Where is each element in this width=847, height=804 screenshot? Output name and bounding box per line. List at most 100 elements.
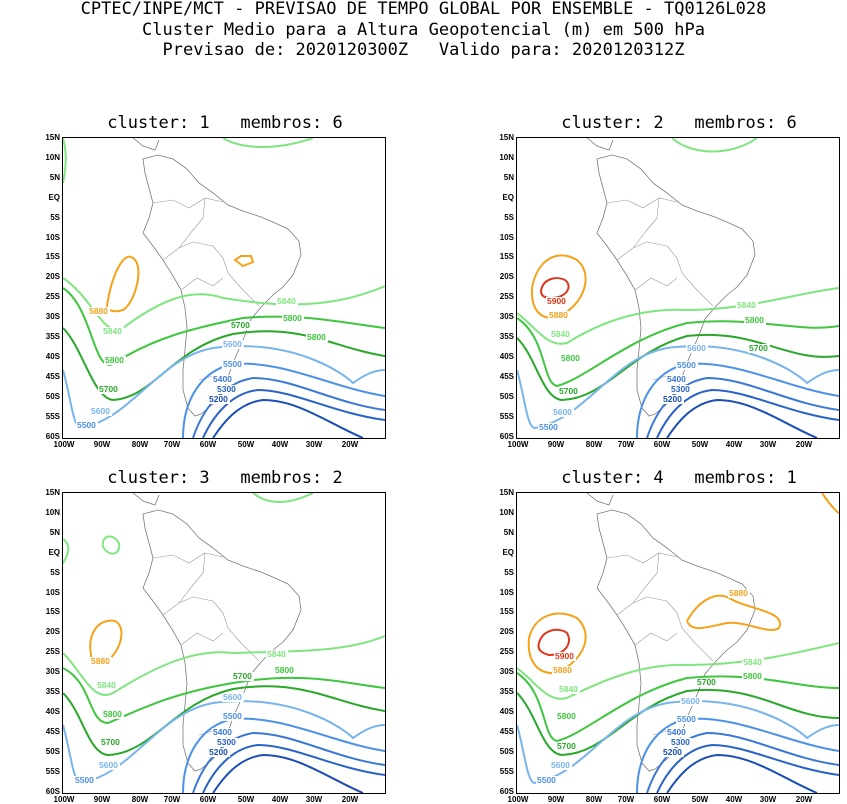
latitude-tick-label: 5S xyxy=(50,212,60,222)
latitude-tick-label: 60S xyxy=(45,786,60,796)
longitude-tick-label: 40W xyxy=(271,795,289,804)
latitude-tick-label: 50S xyxy=(45,391,60,401)
country-border xyxy=(694,642,714,662)
contour-label-bg xyxy=(742,658,764,667)
longitude-tick-label: 20W xyxy=(341,795,359,804)
contour-label: 5500 xyxy=(223,711,242,721)
contour-label-bg xyxy=(102,710,124,719)
latitude-tick-label: 60S xyxy=(45,431,60,441)
contour-label: 5600 xyxy=(551,760,570,770)
contour-label-bg xyxy=(680,697,702,706)
contour-label: 5700 xyxy=(99,384,118,394)
contour-label: 5500 xyxy=(539,422,558,432)
subtitle: Cluster Medio para a Altura Geopotencial… xyxy=(142,20,705,40)
latitude-tick-label: 50S xyxy=(45,746,60,756)
latitude-tick-label: 40S xyxy=(499,706,514,716)
latitude-tick-label: 20S xyxy=(45,272,60,282)
map-panel: 5900 5880 5840 5840 5800 5700 5800 5700 5600 5500… xyxy=(516,137,840,439)
contour-label: 5840 xyxy=(267,649,286,659)
contour-label: 5600 xyxy=(91,406,110,416)
contour-label-bg xyxy=(100,738,122,747)
contour-label-bg xyxy=(554,652,576,661)
longitude-tick-label: 90W xyxy=(93,795,111,804)
contour-label: 5800 xyxy=(743,671,762,681)
contour-label-bg xyxy=(552,666,574,675)
latitude-tick-label: 25S xyxy=(499,292,514,302)
contour-line-5840 xyxy=(222,138,314,148)
latitude-tick-label: 10N xyxy=(499,152,514,162)
latitude-tick-label: 5N xyxy=(49,172,60,182)
latitude-tick-label: 15S xyxy=(45,252,60,262)
panel-title: cluster: 2 membros: 6 xyxy=(561,113,797,133)
contour-label: 5840 xyxy=(743,657,762,667)
country-border xyxy=(152,197,224,209)
contour-label: 5700 xyxy=(233,671,252,681)
contour-label-bg xyxy=(538,423,560,432)
latitude-tick-label: 15S xyxy=(499,607,514,617)
contour-label: 5600 xyxy=(223,692,242,702)
contour-label-bg xyxy=(546,297,568,306)
contour-label-bg xyxy=(666,728,688,737)
continent-outline xyxy=(596,509,756,772)
contour-line-5200 xyxy=(212,753,364,793)
longitude-tick-label: 100W xyxy=(53,795,75,804)
latitude-tick-label: EQ xyxy=(48,547,60,557)
contour-label: 5400 xyxy=(213,727,232,737)
latitude-tick-label: 5S xyxy=(50,567,60,577)
contour-label: 5500 xyxy=(677,360,696,370)
latitude-tick-label: 40S xyxy=(499,351,514,361)
contour-label: 5700 xyxy=(559,386,578,396)
latitude-tick-label: 5N xyxy=(503,172,514,182)
contour-label-bg xyxy=(560,354,582,363)
contour-label-bg xyxy=(88,307,110,316)
country-border xyxy=(178,552,206,604)
contour-label: 5500 xyxy=(75,775,94,785)
contour-label: 5880 xyxy=(91,656,110,666)
contour-label-bg xyxy=(536,776,558,785)
country-border xyxy=(178,197,206,249)
contour-line-5840 xyxy=(671,138,758,153)
contour-line-5840 xyxy=(517,642,839,700)
longitude-tick-label: 90W xyxy=(93,440,111,449)
longitude-tick-label: 100W xyxy=(53,440,75,449)
contour-label-bg xyxy=(670,738,692,747)
contour-label: 5840 xyxy=(97,680,116,690)
contour-line-5400 xyxy=(646,731,839,793)
contour-line-5840 xyxy=(63,538,70,564)
longitude-tick-label: 80W xyxy=(131,795,149,804)
map-canvas: 5880 5840 5800 5840 5800 5700 5700 5600 5500 5400… xyxy=(63,493,385,793)
latitude-tick-label: 50S xyxy=(499,391,514,401)
contour-label-bg xyxy=(748,344,770,353)
contour-label: 5880 xyxy=(89,306,108,316)
contour-line-5840 xyxy=(63,138,67,184)
country-border xyxy=(606,552,678,564)
contour-label: 5600 xyxy=(223,339,242,349)
contour-label-bg xyxy=(216,738,238,747)
contour-label-bg xyxy=(666,375,688,384)
contour-label: 5600 xyxy=(687,343,706,353)
country-border xyxy=(616,241,678,261)
contour-label-bg xyxy=(276,297,298,306)
contour-label-bg xyxy=(266,650,288,659)
longitude-tick-label: 30W xyxy=(759,440,777,449)
country-border xyxy=(222,257,242,289)
longitude-tick-label: 30W xyxy=(759,795,777,804)
longitude-tick-label: 30W xyxy=(305,440,323,449)
contour-line-5800 xyxy=(63,287,385,366)
contour-label: 5700 xyxy=(557,741,576,751)
latitude-tick-label: 5S xyxy=(504,567,514,577)
longitude-tick-label: 60W xyxy=(653,795,671,804)
contour-label: 5800 xyxy=(561,353,580,363)
country-border xyxy=(676,612,696,644)
latitude-tick-label: 10S xyxy=(45,587,60,597)
country-border xyxy=(606,197,678,209)
contour-label: 5200 xyxy=(663,394,682,404)
contour-line-5300 xyxy=(656,388,839,438)
contour-label-bg xyxy=(558,685,580,694)
country-border xyxy=(222,612,242,644)
longitude-tick-label: 40W xyxy=(725,795,743,804)
contour-line-5840 xyxy=(517,287,839,345)
latitude-tick-label: 5N xyxy=(503,527,514,537)
map-canvas: 5880 5900 5880 5840 5840 5800 5700 5800 5700 5600… xyxy=(517,493,839,793)
contour-line-5880 xyxy=(527,612,587,675)
